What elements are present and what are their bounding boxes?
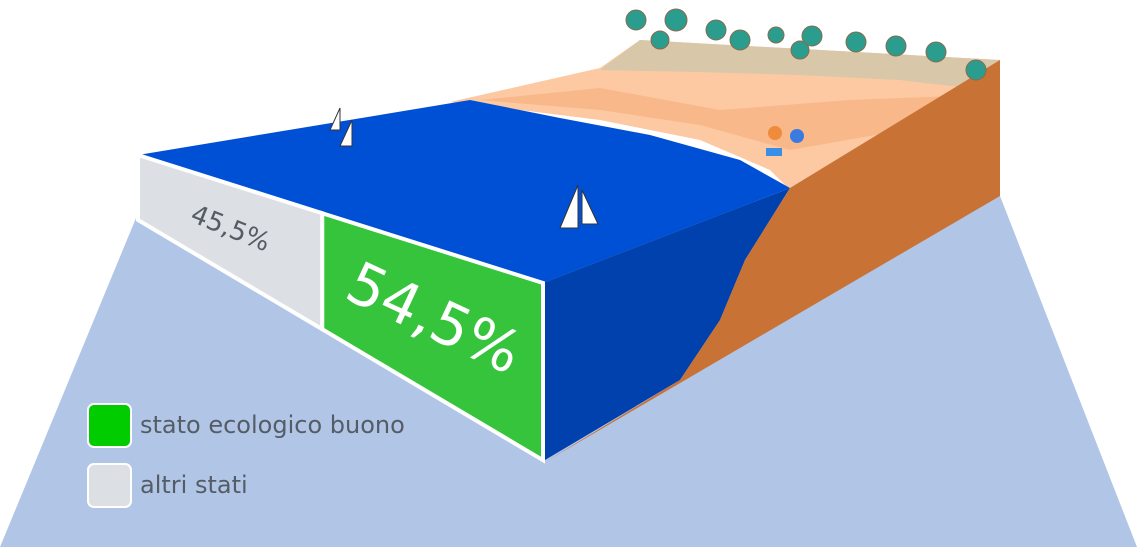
boats: [329, 107, 599, 229]
legend-label: altri stati: [140, 471, 248, 499]
sea-surface: [138, 100, 790, 283]
legend-swatch: [87, 403, 132, 448]
legend: stato ecologico buono altri stati: [87, 403, 405, 508]
legend-swatch: [87, 463, 132, 508]
dunes: [600, 40, 1000, 90]
sand-band: [480, 88, 980, 150]
sea-depth: [543, 188, 790, 460]
trees: [625, 8, 987, 81]
umbrellas: [766, 126, 804, 156]
bar-segment: [320, 210, 545, 464]
cliff: [545, 60, 1000, 462]
legend-label: stato ecologico buono: [140, 411, 405, 439]
